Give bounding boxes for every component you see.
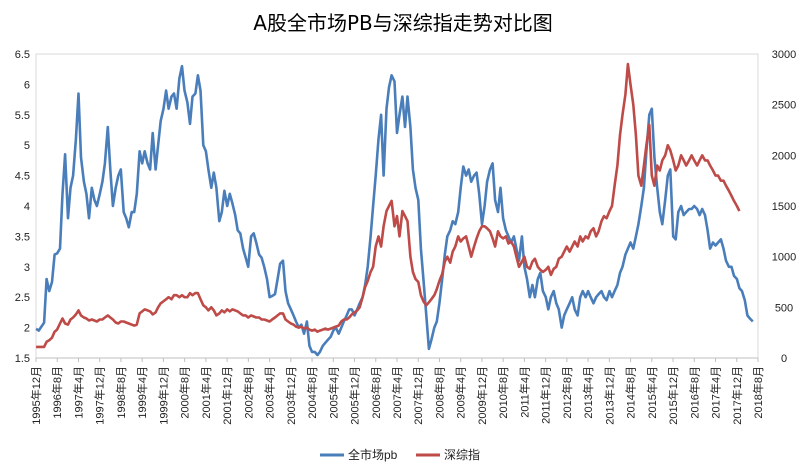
x-tick-label: 1996年8月: [50, 366, 64, 419]
y-left-tick-label: 6: [24, 79, 30, 91]
series-lines: [35, 62, 754, 357]
y-left-tick-label: 2.5: [15, 292, 30, 304]
series-line-pb: [35, 64, 754, 357]
chart-title: A股全市场PB与深综指走势对比图: [253, 11, 552, 35]
x-tick-label: 2001年12月: [220, 366, 234, 425]
plot-area: [35, 53, 759, 359]
x-tick-label: 2011年12月: [539, 366, 553, 424]
x-tick-label: 1995年12月: [29, 366, 43, 425]
y-left-tick-label: 4: [24, 201, 30, 213]
x-tick-label: 2003年12月: [284, 366, 298, 425]
y-right-tick-label: 2500: [772, 100, 796, 112]
x-tick-label: 2004年8月: [305, 366, 319, 419]
x-tick-label: 2008年8月: [432, 366, 446, 419]
series-line-szzs: [36, 62, 741, 349]
x-tick-label: 2017年12月: [730, 366, 744, 425]
x-tick-label: 2013年12月: [602, 366, 616, 425]
x-tick-label: 2006年8月: [369, 366, 383, 419]
x-tick-label: 1998年8月: [114, 366, 128, 419]
y-left-tick-label: 1.5: [15, 353, 30, 365]
y-right-tick-label: 3000: [772, 49, 796, 61]
x-tick-label: 1999年12月: [156, 366, 170, 425]
x-tick-label: 2016年8月: [687, 366, 701, 419]
x-tick-label: 2011年4月: [517, 366, 531, 418]
x-tick-label: 2013年4月: [581, 366, 595, 419]
y-left-tick-label: 2: [24, 323, 30, 335]
y-left-tick-label: 5.5: [15, 110, 30, 122]
plot-border: [35, 53, 759, 359]
x-tick-label: 2005年12月: [348, 366, 362, 425]
y-right-tick-label: 500: [775, 302, 793, 314]
y-left-tick-label: 4.5: [15, 171, 30, 183]
y-right-tick-label: 1500: [772, 201, 796, 213]
x-tick-label: 2017年4月: [709, 366, 723, 419]
x-tick-label: 2007年4月: [390, 366, 404, 419]
x-tick-label: 1997年12月: [93, 366, 107, 425]
legend: 全市场pb 深综指: [320, 447, 480, 462]
x-tick-label: 2015年4月: [645, 366, 659, 419]
x-tick-label: 2014年8月: [624, 366, 638, 419]
y-right-tick-label: 0: [781, 353, 787, 365]
y-right-tick-label: 1000: [772, 252, 796, 264]
y-axis-left: 1.5 2 2.5 3 3.5 4 4.5 5 5.5 6 6.5: [15, 49, 30, 365]
x-tick-label: 2015年12月: [666, 366, 680, 425]
x-tick-label: 1997年4月: [71, 366, 85, 419]
x-tick-label: 2009年12月: [475, 366, 489, 425]
y-axis-right: 0 500 1000 1500 2000 2500 3000: [772, 49, 796, 365]
x-tick-label: 2000年8月: [178, 366, 192, 419]
legend-label: 全市场pb: [348, 447, 398, 462]
y-left-tick-label: 3: [24, 262, 30, 274]
x-tick-label: 1999年4月: [135, 366, 149, 419]
x-tick-label: 2018年8月: [751, 366, 765, 419]
x-tick-label: 2002年8月: [241, 366, 255, 419]
x-tick-label: 2007年12月: [411, 366, 425, 425]
x-tick-label: 2005年4月: [326, 366, 340, 419]
y-right-tick-label: 2000: [772, 150, 796, 162]
x-axis: 1995年12月 1996年8月 1997年4月 1997年12月 1998年8月 199…: [29, 358, 765, 425]
legend-label: 深综指: [444, 447, 480, 462]
x-tick-label: 2012年8月: [560, 366, 574, 419]
y-left-tick-label: 3.5: [15, 231, 30, 243]
x-tick-label: 2003年4月: [263, 366, 277, 419]
y-left-tick-label: 5: [24, 140, 30, 152]
x-tick-label: 2001年4月: [199, 366, 213, 419]
x-tick-label: 2009年4月: [454, 366, 468, 419]
x-tick-label: 2010年8月: [496, 366, 510, 419]
y-left-tick-label: 6.5: [15, 49, 30, 61]
